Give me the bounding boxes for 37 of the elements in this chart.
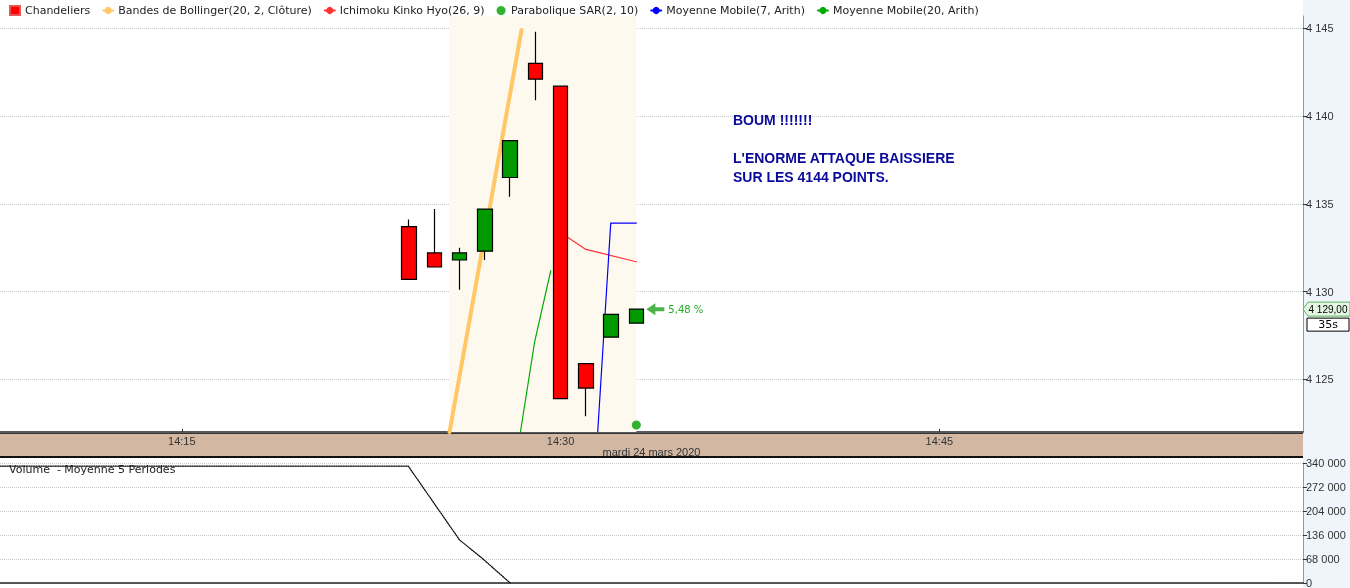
y-tick-label: 4 130: [1306, 285, 1334, 298]
y-tick-label: 68 000: [1306, 553, 1340, 565]
candlestick: [577, 362, 595, 417]
candlestick: [527, 31, 544, 101]
y-tick-label: 272 000: [1306, 481, 1346, 493]
annotation: 5,48 %: [668, 303, 704, 315]
candlestick: [426, 208, 443, 268]
x-axis-title: mardi 24 mars 2020: [602, 445, 701, 458]
y-tick-label: 340 000: [1306, 457, 1346, 469]
legend-label: Ichimoku Kinko Hyo(26, 9): [339, 4, 485, 17]
candlestick: [400, 219, 418, 280]
y-tick-label: 4 125: [1306, 373, 1334, 386]
legend-label: Chandeliers: [25, 4, 91, 17]
x-tick-label: 14:15: [168, 434, 196, 447]
x-tick-label: 14:45: [925, 434, 954, 447]
legend-label: Bandes de Bollinger(20, 2, Clôture): [118, 4, 312, 17]
annotation: L'ENORME ATTAQUE BAISSIERE SUR LES 4144 POINTS.: [733, 149, 955, 185]
y-tick-label: 4 140: [1306, 110, 1334, 123]
y-tick-label: 4 135: [1306, 197, 1334, 210]
line-series: [0, 465, 511, 584]
y-tick-label: 136 000: [1306, 529, 1346, 541]
candlestick: [628, 308, 645, 324]
chart-title: Volume - Moyenne 5 Periodes: [9, 463, 176, 476]
candlestick: [602, 313, 620, 338]
text: 35s: [1318, 318, 1339, 332]
candlestick: [476, 208, 494, 261]
candlestick: [501, 140, 519, 198]
y-tick-label: 4 145: [1306, 22, 1334, 35]
annotation: BOUM !!!!!!!: [733, 111, 813, 128]
legend-label: Moyenne Mobile(7, Arith): [666, 4, 805, 17]
legend-label: Moyenne Mobile(20, Arith): [832, 4, 979, 17]
candlestick: [451, 247, 468, 291]
legend-label: Parabolique SAR(2, 10): [511, 4, 639, 17]
x-tick-label: 14:30: [546, 434, 575, 447]
text: 4 129,00: [1308, 303, 1348, 315]
candlestick: [552, 85, 569, 400]
y-tick-label: 204 000: [1306, 505, 1346, 517]
